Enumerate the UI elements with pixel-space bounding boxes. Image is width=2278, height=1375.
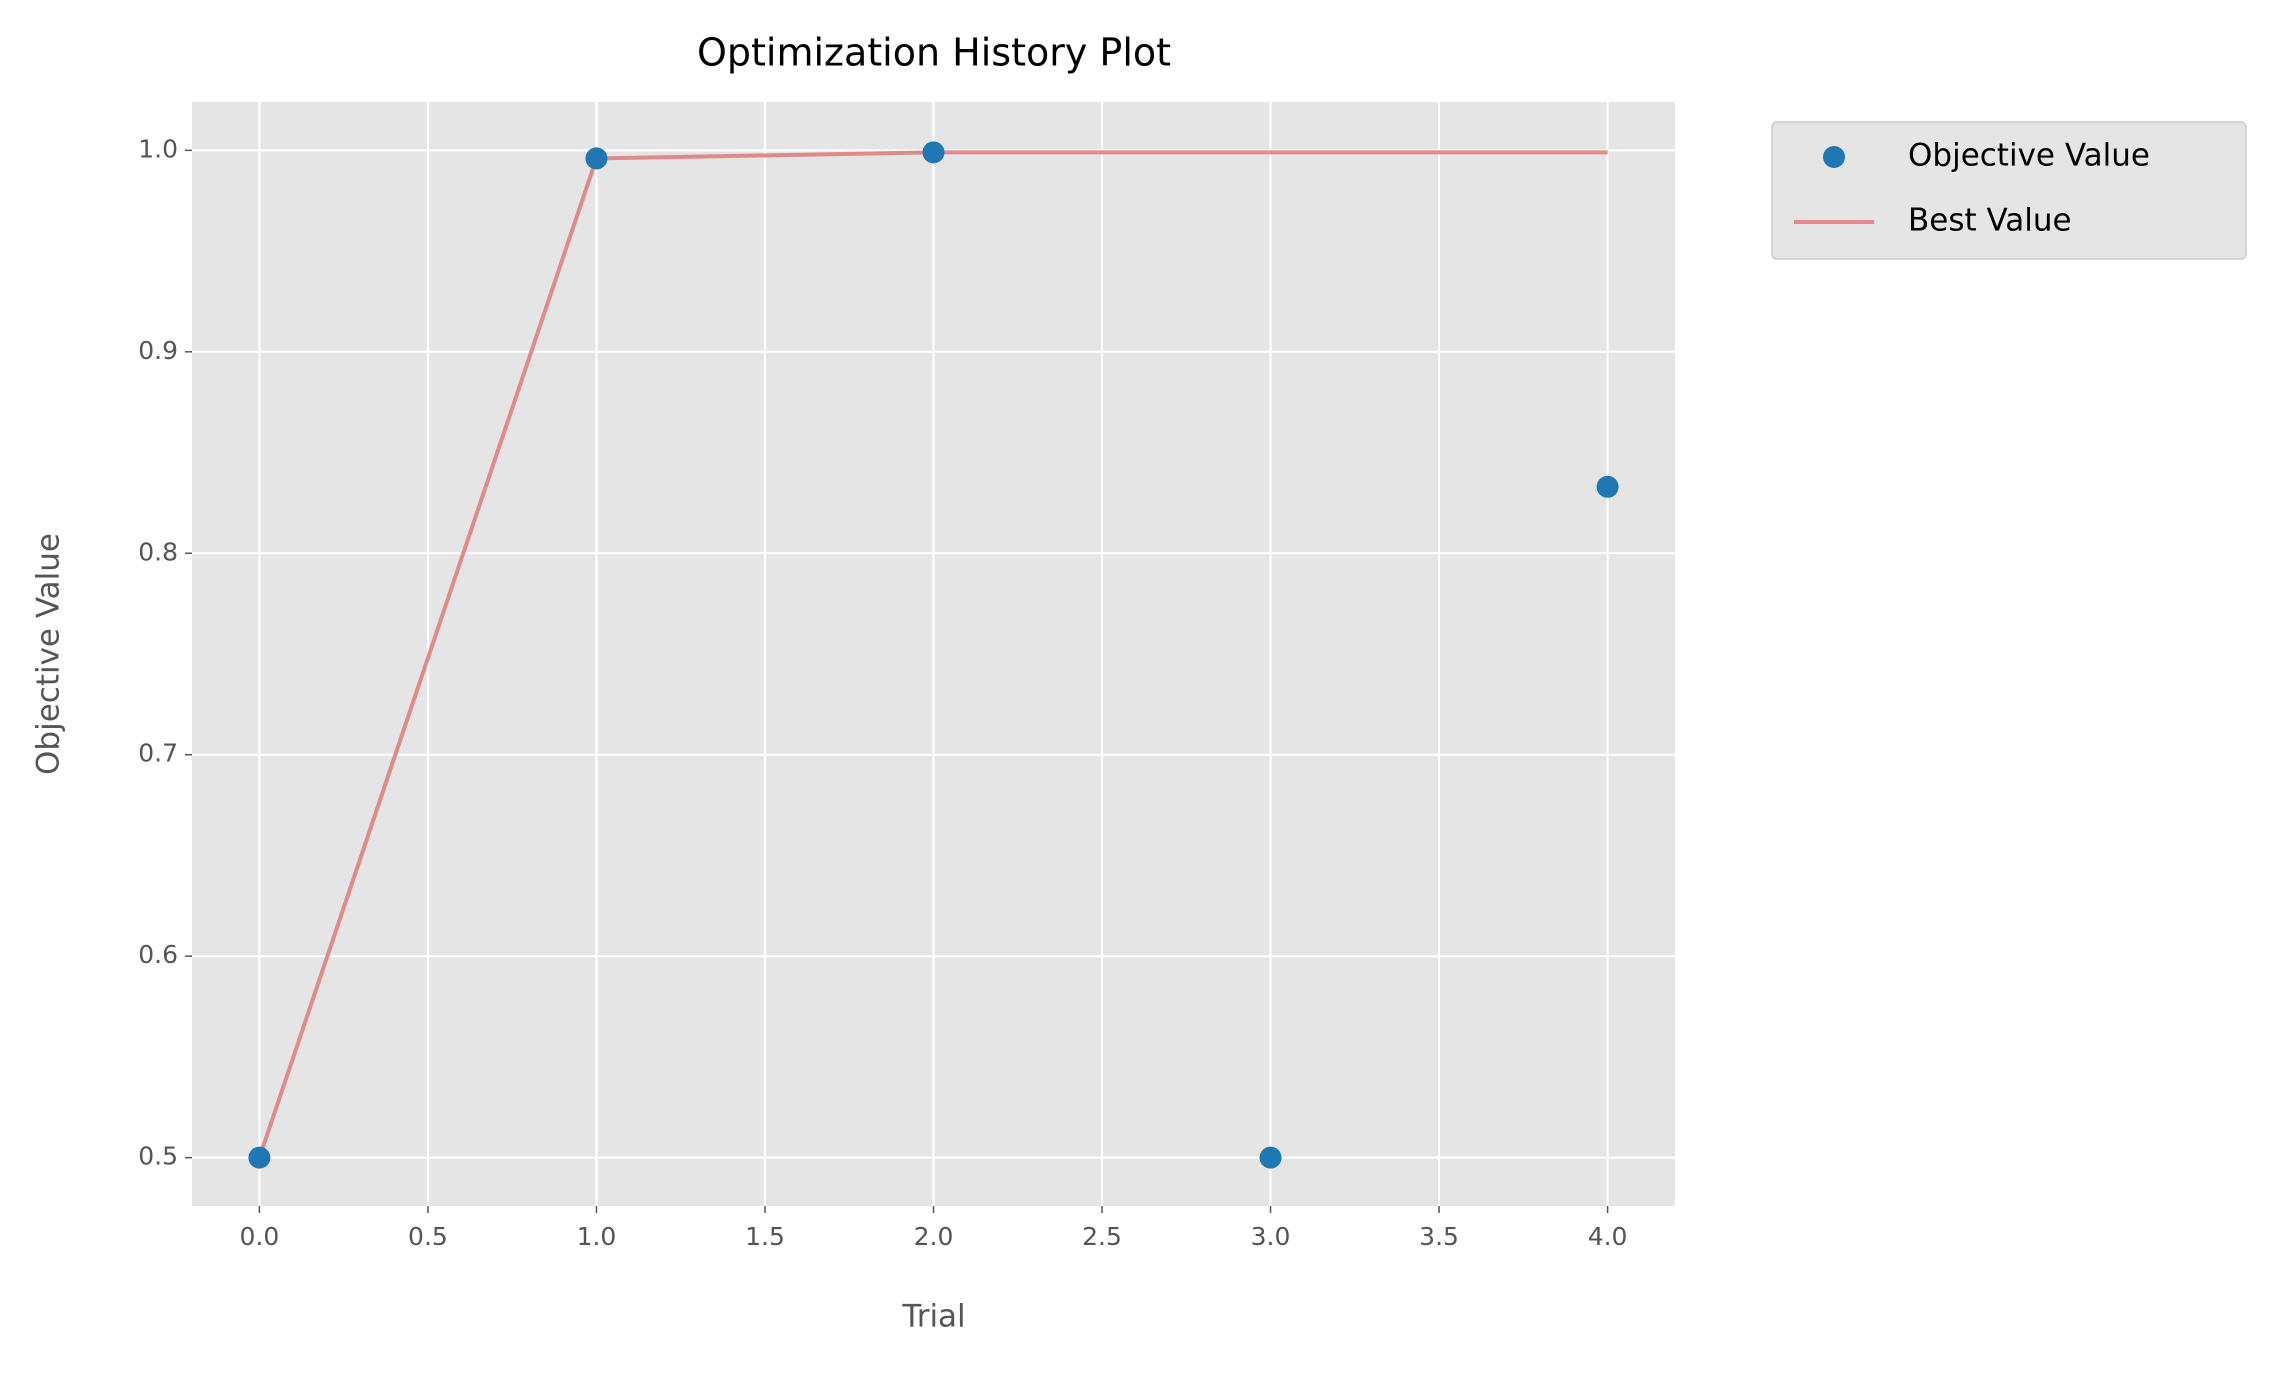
y-tick-label: 0.8 xyxy=(138,537,178,566)
x-tick-label: 3.0 xyxy=(1251,1222,1291,1251)
y-tick-label: 0.5 xyxy=(138,1142,178,1171)
x-tick-label: 2.0 xyxy=(914,1222,954,1251)
x-tick-label: 3.5 xyxy=(1419,1222,1459,1251)
objective-point xyxy=(1259,1146,1282,1169)
x-tick-label: 4.0 xyxy=(1588,1222,1628,1251)
x-tick-label: 1.5 xyxy=(745,1222,785,1251)
x-tick-label: 1.0 xyxy=(577,1222,617,1251)
legend-box xyxy=(1771,121,2247,260)
y-tick-label: 1.0 xyxy=(138,134,178,163)
y-axis-label: Objective Value xyxy=(31,533,67,775)
objective-point xyxy=(922,141,945,164)
y-tick-label: 0.7 xyxy=(138,739,178,768)
legend-label: Best Value xyxy=(1908,203,2072,239)
y-tick-label: 0.6 xyxy=(138,940,178,969)
x-tick-label: 0.0 xyxy=(240,1222,280,1251)
chart-title: Optimization History Plot xyxy=(697,31,1171,75)
objective-point xyxy=(585,147,608,170)
x-axis-label: Trial xyxy=(901,1299,965,1335)
x-tick-label: 0.5 xyxy=(408,1222,448,1251)
y-tick-label: 0.9 xyxy=(138,336,178,365)
legend-label: Objective Value xyxy=(1908,138,2150,174)
objective-point xyxy=(1596,475,1619,498)
objective-point xyxy=(248,1146,271,1169)
x-tick-label: 2.5 xyxy=(1082,1222,1122,1251)
legend-swatch xyxy=(1823,146,1845,168)
